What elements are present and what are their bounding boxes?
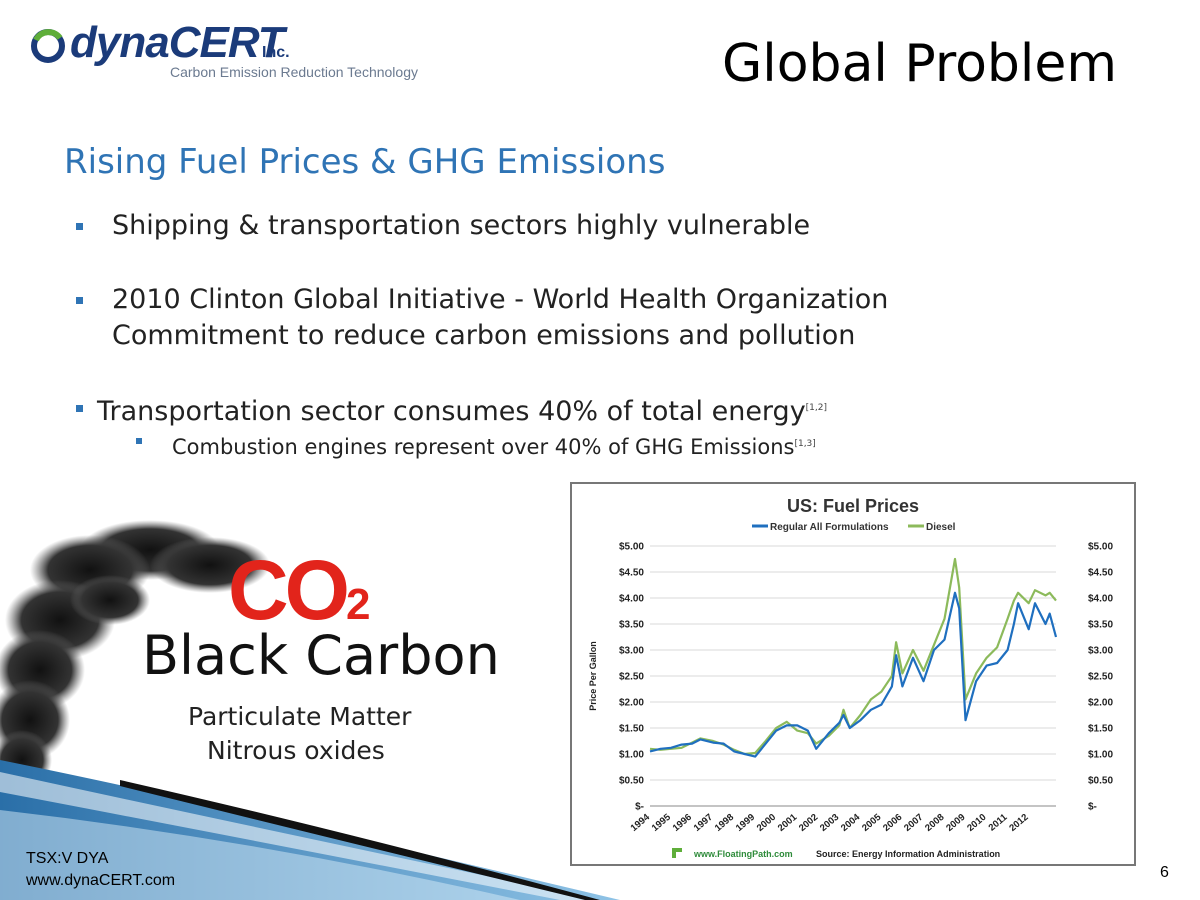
x-tick-label: 1999: [734, 812, 757, 834]
floatingpath-logo-icon: [672, 848, 676, 858]
company-logo: dynaCERT Inc. Carbon Emission Reduction …: [30, 18, 418, 86]
y-tick-right: $0.50: [1088, 776, 1113, 787]
company-website: www.dynaCERT.com: [26, 872, 176, 889]
nitrous-oxides-label: Nitrous oxides: [207, 736, 385, 765]
y-tick-left: $2.00: [619, 698, 644, 709]
y-tick-right: $3.00: [1088, 646, 1113, 657]
x-tick-label: 2011: [987, 811, 1010, 833]
y-tick-right: $5.00: [1088, 542, 1113, 553]
x-tick-label: 2001: [776, 811, 800, 833]
black-carbon-label: Black Carbon: [142, 624, 500, 687]
x-tick-label: 2006: [881, 812, 904, 834]
y-tick-right: $1.00: [1088, 750, 1113, 761]
bullet-shipping: Shipping & transportation sectors highly…: [76, 208, 810, 244]
x-tick-label: 2003: [818, 812, 841, 834]
source-site: www.FloatingPath.com: [693, 849, 793, 859]
x-tick-label: 2004: [839, 811, 863, 833]
y-tick-left: $1.50: [619, 724, 644, 735]
x-tick-label: 1997: [692, 812, 715, 834]
x-tick-label: 2002: [797, 812, 820, 834]
x-tick-label: 2000: [755, 812, 778, 834]
y-tick-left: $0.50: [619, 776, 644, 787]
bullet-combustion-engines: Combustion engines represent over 40% of…: [136, 426, 816, 465]
y-tick-right: $-: [1088, 802, 1097, 813]
x-tick-label: 1996: [671, 812, 694, 834]
footnote-ref: [1,3]: [794, 439, 816, 449]
co2-label: CO2: [228, 543, 371, 637]
x-tick-label: 2007: [902, 812, 925, 834]
bullet-square-icon: [136, 438, 142, 444]
x-tick-label: 2005: [860, 811, 884, 833]
y-tick-left: $3.50: [619, 620, 644, 631]
floatingpath-logo-icon: [672, 848, 682, 852]
y-tick-right: $2.00: [1088, 698, 1113, 709]
logo-wordmark: dynaCERT: [70, 18, 285, 67]
source-text: Source: Energy Information Administratio…: [816, 849, 1000, 859]
x-tick-label: 2009: [944, 812, 967, 834]
x-tick-label: 1998: [713, 812, 736, 834]
particulate-matter-label: Particulate Matter: [188, 702, 412, 731]
stock-ticker: TSX:V DYA: [26, 850, 109, 867]
footnote-ref: [1,2]: [805, 403, 828, 413]
bullet-square-icon: [76, 223, 83, 230]
logo-ring-icon: [31, 29, 65, 63]
y-tick-left: $4.00: [619, 594, 644, 605]
y-tick-right: $4.00: [1088, 594, 1113, 605]
y-tick-left: $4.50: [619, 568, 644, 579]
bullet-square-icon: [76, 405, 83, 412]
bullet-transportation-energy: Transportation sector consumes 40% of to…: [76, 390, 828, 430]
y-axis-label: Price Per Gallon: [588, 641, 598, 711]
series-line-0: [649, 591, 1058, 758]
y-tick-left: $1.00: [619, 750, 644, 761]
bullet-square-icon: [76, 297, 83, 304]
x-tick-label: 1994: [629, 811, 653, 833]
x-tick-label: 2012: [1007, 812, 1030, 834]
chart-svg: US: Fuel Prices Regular All Formulations D…: [588, 496, 1113, 859]
y-tick-left: $2.50: [619, 672, 644, 683]
legend-label-0: Regular All Formulations: [770, 522, 889, 533]
y-tick-right: $4.50: [1088, 568, 1113, 579]
x-tick-label: 1995: [650, 811, 674, 833]
page-number: 6: [1160, 864, 1169, 881]
y-tick-left: $-: [635, 802, 644, 813]
logo-inc: Inc.: [262, 44, 290, 61]
y-tick-left: $3.00: [619, 646, 644, 657]
legend-label-1: Diesel: [926, 522, 956, 533]
chart-title: US: Fuel Prices: [787, 496, 919, 516]
y-tick-right: $2.50: [1088, 672, 1113, 683]
fuel-price-chart: US: Fuel Prices Regular All Formulations D…: [570, 482, 1136, 866]
y-tick-left: $5.00: [619, 542, 644, 553]
decorative-swoosh: [0, 760, 620, 900]
y-tick-right: $3.50: [1088, 620, 1113, 631]
bullet-clinton-initiative: 2010 Clinton Global Initiative - World H…: [76, 282, 888, 354]
x-tick-label: 2010: [965, 812, 988, 834]
x-tick-label: 2008: [923, 812, 946, 834]
y-tick-right: $1.50: [1088, 724, 1113, 735]
slide-subtitle: Rising Fuel Prices & GHG Emissions: [64, 142, 666, 182]
slide-title: Global Problem: [722, 34, 1118, 94]
logo-tagline: Carbon Emission Reduction Technology: [170, 64, 418, 80]
